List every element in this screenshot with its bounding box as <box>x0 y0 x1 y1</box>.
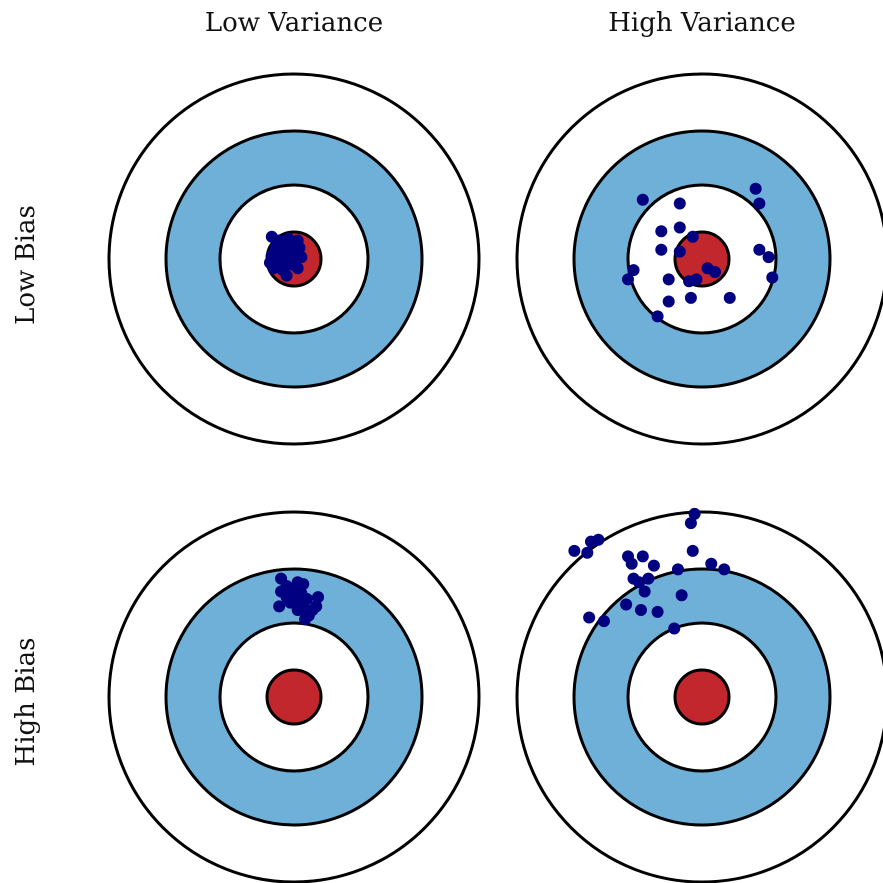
data-point <box>686 544 699 557</box>
data-point <box>688 507 701 520</box>
data-point <box>673 197 686 210</box>
data-point <box>585 535 597 548</box>
row-label-low-bias: Low Bias <box>11 205 41 325</box>
data-point <box>749 182 762 195</box>
data-point <box>583 611 596 624</box>
data-point <box>753 243 766 256</box>
data-point <box>753 197 766 210</box>
data-point <box>662 273 675 286</box>
data-point <box>275 260 288 273</box>
data-point <box>284 243 297 256</box>
bullseye <box>673 668 731 726</box>
data-point <box>597 615 610 628</box>
data-point <box>636 193 649 206</box>
data-point <box>686 230 699 243</box>
data-point <box>684 517 697 530</box>
data-point <box>273 600 286 613</box>
data-point <box>295 251 308 264</box>
data-point <box>568 544 581 557</box>
data-point <box>718 563 731 576</box>
data-point <box>647 559 660 572</box>
data-point <box>651 310 664 323</box>
data-point <box>620 598 633 611</box>
data-point <box>675 589 688 602</box>
data-point <box>581 546 594 559</box>
data-point <box>762 251 775 264</box>
data-point <box>297 578 310 591</box>
data-point <box>312 591 325 604</box>
data-point <box>633 576 646 589</box>
target-high-bias-high-variance <box>515 507 883 883</box>
bullseye <box>265 668 323 726</box>
targets-group <box>107 72 883 883</box>
data-point <box>655 225 668 238</box>
target-low-bias-high-variance <box>515 72 883 446</box>
data-point <box>634 604 647 617</box>
data-point <box>291 262 304 275</box>
data-point <box>651 605 664 618</box>
data-point <box>690 273 703 286</box>
target-high-bias-low-variance <box>107 510 481 883</box>
column-label-low-variance: Low Variance <box>205 8 383 38</box>
data-point <box>668 622 681 635</box>
column-label-high-variance: High Variance <box>608 8 795 38</box>
data-point <box>642 572 655 585</box>
row-label-high-bias: High Bias <box>11 638 41 767</box>
data-point <box>627 264 640 277</box>
data-point <box>636 550 649 563</box>
data-point <box>622 273 634 286</box>
data-point <box>302 609 315 622</box>
data-point <box>284 596 297 609</box>
data-point <box>271 236 284 249</box>
data-point <box>638 585 651 598</box>
data-point <box>655 243 668 256</box>
data-point <box>280 269 293 282</box>
data-point <box>671 563 684 576</box>
data-point <box>673 221 686 234</box>
data-point <box>723 291 736 304</box>
data-point <box>662 295 675 308</box>
data-point <box>625 557 638 570</box>
data-point <box>708 265 721 278</box>
data-point <box>705 557 718 570</box>
data-point <box>673 245 686 258</box>
data-point <box>684 291 697 304</box>
target-low-bias-low-variance <box>107 72 481 446</box>
data-point <box>766 271 779 284</box>
